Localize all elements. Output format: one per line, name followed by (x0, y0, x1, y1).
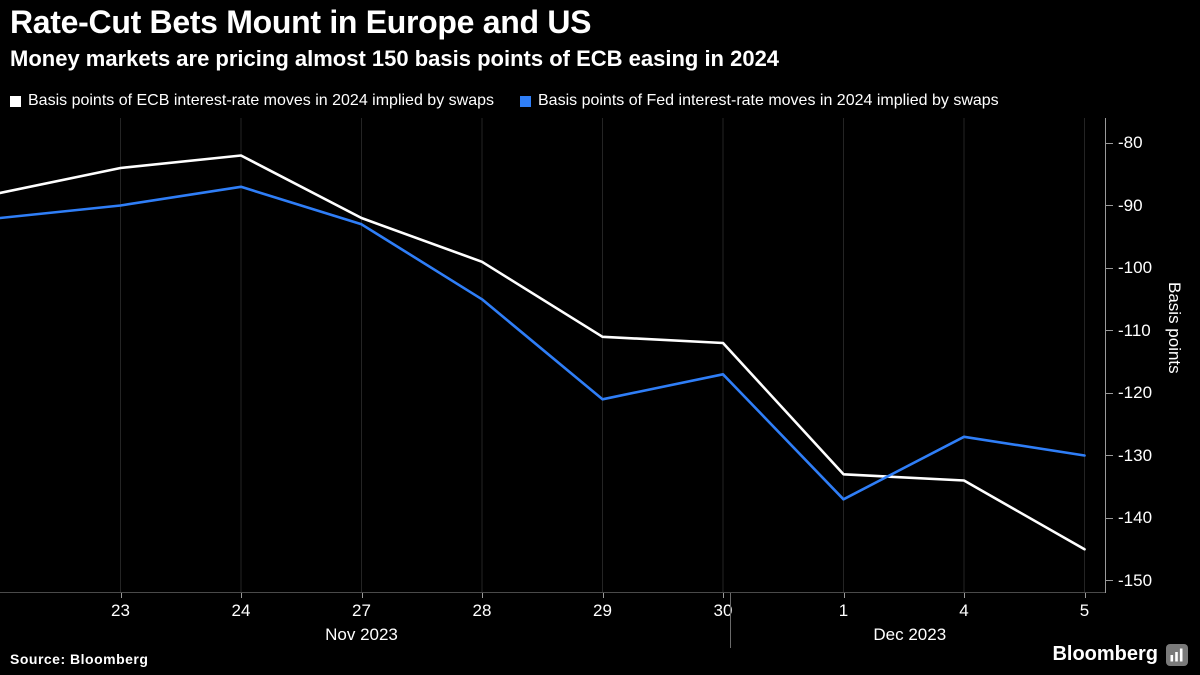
bloomberg-wordmark: Bloomberg (1052, 643, 1158, 665)
y-tick-label: -120 (1118, 383, 1153, 402)
y-tick-mark (1106, 455, 1113, 456)
x-tick-mark (241, 593, 242, 598)
x-tick-mark (1084, 593, 1086, 598)
x-tick-mark (602, 593, 604, 598)
legend-label: Basis points of ECB interest-rate moves … (28, 92, 494, 109)
y-tick-mark (1106, 267, 1113, 269)
y-axis-line (1105, 118, 1106, 593)
month-label: Dec 2023 (873, 625, 947, 644)
x-tick-label: 5 (1079, 601, 1090, 620)
month-label: Nov 2023 (325, 625, 398, 644)
y-tick-label: -80 (1118, 133, 1143, 152)
x-tick-label: 1 (838, 601, 849, 620)
x-tick-label: 24 (231, 601, 251, 620)
y-tick-label: -110 (1118, 320, 1151, 340)
x-tick-mark (361, 593, 363, 598)
x-tick-label: 27 (352, 601, 371, 620)
x-tick-mark (723, 593, 724, 598)
y-tick-mark (1106, 517, 1113, 519)
y-axis-title: Basis points (1165, 282, 1184, 374)
bloomberg-logo: Bloomberg (1052, 643, 1188, 666)
x-tick-mark (843, 593, 845, 598)
x-tick-label: 29 (593, 601, 612, 620)
fed-line-series (0, 185, 1086, 501)
y-tick-mark (1106, 142, 1113, 144)
y-tick-mark (1106, 580, 1113, 581)
y-tick-label: -150 (1118, 570, 1153, 590)
y-tick-label: -140 (1118, 508, 1153, 527)
month-divider (730, 593, 731, 648)
chart-title: Rate-Cut Bets Mount in Europe and US (10, 4, 592, 40)
y-tick-label: -90 (1118, 195, 1143, 215)
chart-subtitle: Money markets are pricing almost 150 bas… (10, 46, 780, 71)
bloomberg-terminal-icon (1166, 643, 1188, 666)
x-tick-label: 23 (111, 601, 130, 620)
legend-item-fed: Basis points of Fed interest-rate moves … (520, 92, 999, 110)
y-tick-mark (1106, 205, 1113, 206)
x-tick-label: 28 (472, 601, 492, 620)
legend: Basis points of ECB interest-rate moves … (10, 92, 999, 110)
x-axis-line (0, 592, 1106, 593)
y-tick-label: -100 (1118, 258, 1153, 277)
x-tick-label: 4 (959, 601, 969, 620)
x-tick-mark (482, 593, 483, 598)
x-tick-mark (120, 593, 122, 598)
legend-label: Basis points of Fed interest-rate moves … (538, 92, 999, 109)
y-tick-mark (1106, 392, 1113, 394)
legend-item-ecb: Basis points of ECB interest-rate moves … (10, 92, 494, 110)
y-tick-mark (1106, 330, 1113, 331)
legend-swatch-icon (520, 95, 531, 107)
legend-swatch-icon (10, 95, 21, 107)
ecb-line-series (0, 154, 1086, 551)
y-tick-label: -130 (1118, 445, 1153, 465)
source-note: Source: Bloomberg (10, 651, 149, 667)
plot-area (0, 118, 1086, 593)
x-tick-label: 30 (713, 601, 733, 620)
x-tick-mark (964, 593, 965, 598)
